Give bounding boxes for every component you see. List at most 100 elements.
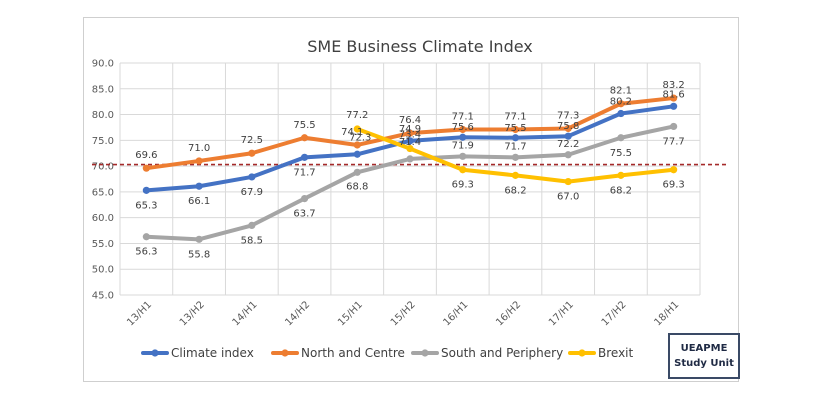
data-label: 82.1 — [610, 86, 632, 97]
data-label: 71.9 — [452, 140, 474, 151]
data-label: 56.3 — [135, 247, 157, 258]
data-point-south-and-periphery — [459, 152, 467, 160]
data-label: 75.6 — [452, 122, 474, 133]
y-tick-label: 70.0 — [92, 162, 114, 173]
data-point-climate-index — [511, 134, 520, 142]
legend-marker — [421, 349, 429, 357]
data-point-brexit — [564, 177, 572, 186]
data-label: 72.5 — [241, 135, 263, 146]
data-point-north-and-centre — [142, 164, 150, 172]
data-point-climate-index — [248, 173, 256, 181]
data-label: 71.7 — [293, 167, 315, 178]
data-point-north-and-centre — [406, 129, 414, 137]
data-point-climate-index — [459, 133, 467, 141]
data-point-brexit — [459, 166, 467, 174]
x-tick-label: 13/H2 — [178, 299, 207, 328]
chart-title: SME Business Climate Index — [307, 37, 533, 56]
data-label: 75.5 — [293, 120, 315, 131]
data-point-brexit — [617, 171, 625, 179]
data-point-south-and-periphery — [617, 134, 625, 142]
data-point-south-and-periphery — [353, 168, 361, 176]
legend-label: Climate index — [171, 346, 254, 360]
x-tick-label: 13/H1 — [125, 299, 154, 328]
data-labels: 65.3 66.1 67.9 71.7 72.3 74.9 75.6 75.5 75.8 80.2… — [135, 80, 685, 260]
y-tick-label: 75.0 — [92, 136, 114, 147]
x-tick-label: 15/H1 — [336, 299, 365, 328]
data-label: 76.4 — [399, 115, 421, 126]
data-label: 77.7 — [663, 136, 685, 147]
data-point-north-and-centre — [564, 124, 572, 133]
data-label: 72.2 — [557, 139, 579, 150]
data-label: 71.4 — [399, 137, 421, 148]
data-label: 80.2 — [610, 97, 632, 108]
data-point-climate-index — [564, 132, 572, 140]
x-tick-label: 16/H1 — [442, 299, 471, 328]
data-label: 68.2 — [504, 185, 526, 196]
y-tick-label: 60.0 — [92, 213, 114, 224]
y-tick-label: 65.0 — [92, 187, 114, 198]
data-label: 77.2 — [346, 110, 368, 121]
data-point-south-and-periphery — [670, 122, 678, 131]
x-tick-label: 14/H2 — [283, 299, 312, 328]
data-point-brexit — [406, 144, 414, 153]
data-label: 68.8 — [346, 181, 368, 192]
data-point-brexit — [511, 171, 520, 179]
data-point-south-and-periphery — [564, 151, 572, 159]
data-point-south-and-periphery — [195, 235, 203, 243]
data-label: 68.2 — [610, 185, 632, 196]
data-label: 75.5 — [504, 123, 526, 134]
data-point-north-and-centre — [195, 157, 203, 165]
x-tick-label: 14/H1 — [231, 299, 260, 328]
axes: 45.0 50.0 55.0 60.0 65.0 70.0 75.0 80.0 85.0 90.0… — [92, 59, 682, 329]
data-point-south-and-periphery — [511, 153, 520, 161]
data-point-south-and-periphery — [406, 155, 414, 163]
y-tick-label: 85.0 — [92, 84, 114, 95]
data-label: 73.4 — [399, 130, 421, 141]
data-label: 63.7 — [293, 209, 315, 220]
data-label: 65.3 — [135, 200, 157, 211]
x-tick-label: 15/H2 — [389, 299, 418, 328]
data-label: 71.7 — [504, 141, 526, 152]
y-tick-label: 55.0 — [92, 239, 114, 250]
data-point-north-and-centre — [248, 149, 256, 157]
legend-label: Brexit — [598, 346, 634, 360]
data-point-north-and-centre — [511, 125, 520, 134]
stamp-line-1: UEAPME — [680, 343, 728, 354]
data-label: 69.3 — [452, 180, 474, 191]
data-point-climate-index — [670, 102, 678, 110]
data-label: 67.0 — [557, 192, 579, 203]
data-point-climate-index — [353, 150, 361, 158]
data-label: 83.2 — [663, 80, 685, 91]
x-tick-label: 17/H1 — [547, 299, 576, 328]
data-label: 77.3 — [557, 110, 579, 121]
data-point-south-and-periphery — [248, 221, 256, 229]
x-tick-label: 16/H2 — [494, 299, 523, 328]
data-point-south-and-periphery — [300, 194, 309, 203]
legend: Climate index North and Centre South and P… — [141, 346, 634, 360]
series-lines — [142, 94, 678, 243]
stamp-line-2: Study Unit — [674, 358, 734, 369]
x-tick-label: 18/H1 — [652, 299, 681, 328]
data-label: 55.8 — [188, 249, 210, 260]
data-point-climate-index — [142, 186, 150, 194]
data-point-climate-index — [617, 109, 625, 118]
data-point-climate-index — [195, 182, 203, 190]
data-label: 69.3 — [663, 180, 685, 191]
data-point-north-and-centre — [617, 100, 625, 108]
legend-marker — [151, 349, 159, 357]
data-point-brexit — [670, 166, 678, 174]
y-tick-label: 45.0 — [92, 291, 114, 302]
data-label: 77.1 — [504, 112, 526, 123]
data-point-north-and-centre — [459, 125, 467, 134]
chart-frame — [83, 17, 739, 382]
legend-marker — [281, 349, 289, 357]
y-tick-label: 90.0 — [92, 59, 114, 70]
data-point-north-and-centre — [353, 141, 361, 149]
data-label: 58.5 — [241, 235, 263, 246]
data-point-brexit — [353, 125, 361, 133]
data-label: 75.5 — [610, 148, 632, 159]
data-label: 75.8 — [557, 121, 579, 132]
legend-label: North and Centre — [301, 346, 405, 360]
data-point-south-and-periphery — [142, 233, 150, 241]
